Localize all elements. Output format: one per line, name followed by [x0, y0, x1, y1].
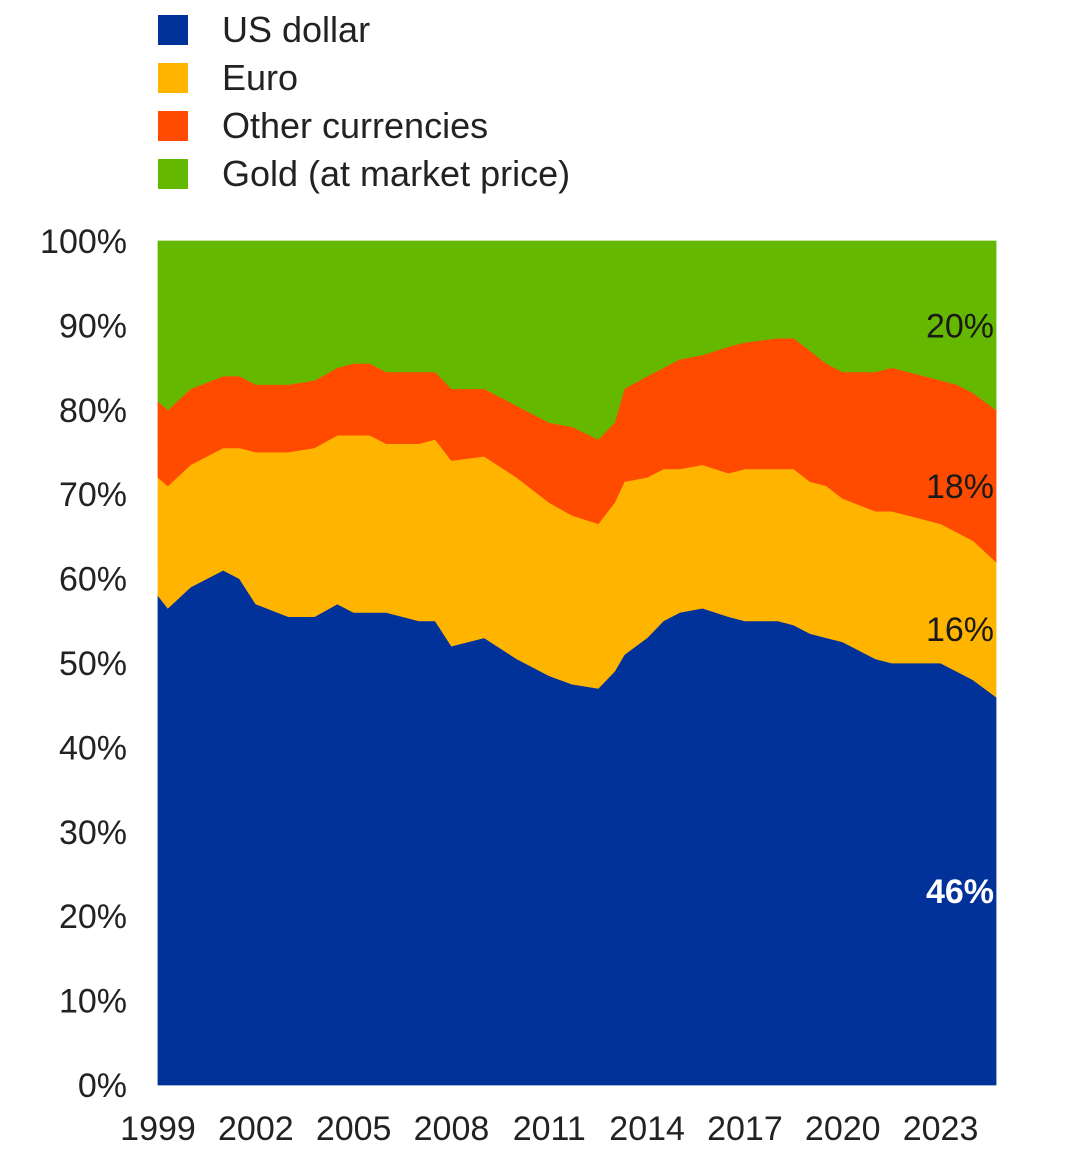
- legend-swatch-us-dollar: [158, 15, 188, 45]
- legend-item-gold: Gold (at market price): [158, 150, 570, 198]
- legend-item-us-dollar: US dollar: [158, 6, 570, 54]
- y-tick-label: 20%: [59, 898, 127, 936]
- y-tick-label: 70%: [59, 476, 127, 514]
- legend-label-euro: Euro: [222, 57, 299, 98]
- legend-item-euro: Euro: [158, 54, 570, 102]
- x-tick-label: 2014: [609, 1110, 685, 1148]
- end-label-euro: 16%: [926, 611, 994, 649]
- end-label-other-currencies: 18%: [926, 468, 994, 506]
- y-axis: 0% 10% 20% 30% 40% 50% 60% 70% 80% 90% 100%: [40, 223, 127, 1105]
- legend-swatch-other-currencies: [158, 111, 188, 141]
- y-tick-label: 30%: [59, 814, 127, 852]
- legend-item-other-currencies: Other currencies: [158, 102, 570, 150]
- end-label-us-dollar: 46%: [926, 873, 994, 911]
- y-tick-label: 80%: [59, 392, 127, 430]
- legend-label-us-dollar: US dollar: [222, 9, 371, 50]
- end-labels: 20% 18% 16% 46%: [926, 307, 994, 910]
- x-tick-label: 2008: [414, 1110, 490, 1148]
- x-tick-label: 2017: [707, 1110, 783, 1148]
- legend-swatch-euro: [158, 63, 188, 93]
- y-tick-label: 90%: [59, 307, 127, 345]
- y-tick-label: 50%: [59, 645, 127, 683]
- y-tick-label: 60%: [59, 561, 127, 599]
- x-tick-label: 2011: [513, 1110, 586, 1148]
- y-tick-label: 0%: [78, 1067, 127, 1105]
- y-tick-label: 100%: [40, 223, 127, 261]
- area-gold-at-market-price: [157, 240, 997, 440]
- y-tick-label: 10%: [59, 983, 127, 1021]
- x-tick-label: 2020: [805, 1110, 881, 1148]
- end-label-gold-at-market-price: 20%: [926, 307, 994, 345]
- y-tick-label: 40%: [59, 729, 127, 767]
- x-tick-label: 1999: [120, 1110, 196, 1148]
- area-layers: [157, 240, 997, 1086]
- legend: US dollar Euro Other currencies Gold (at…: [158, 6, 570, 198]
- x-tick-label: 2005: [316, 1110, 392, 1148]
- x-tick-label: 2023: [903, 1110, 979, 1148]
- legend-swatch-gold: [158, 159, 188, 189]
- x-tick-label: 2002: [218, 1110, 294, 1148]
- x-axis: 1999 2002 2005 2008 2011 2014 2017 2020 2023: [120, 1110, 978, 1148]
- legend-label-other-currencies: Other currencies: [222, 105, 489, 146]
- legend-label-gold: Gold (at market price): [222, 153, 571, 194]
